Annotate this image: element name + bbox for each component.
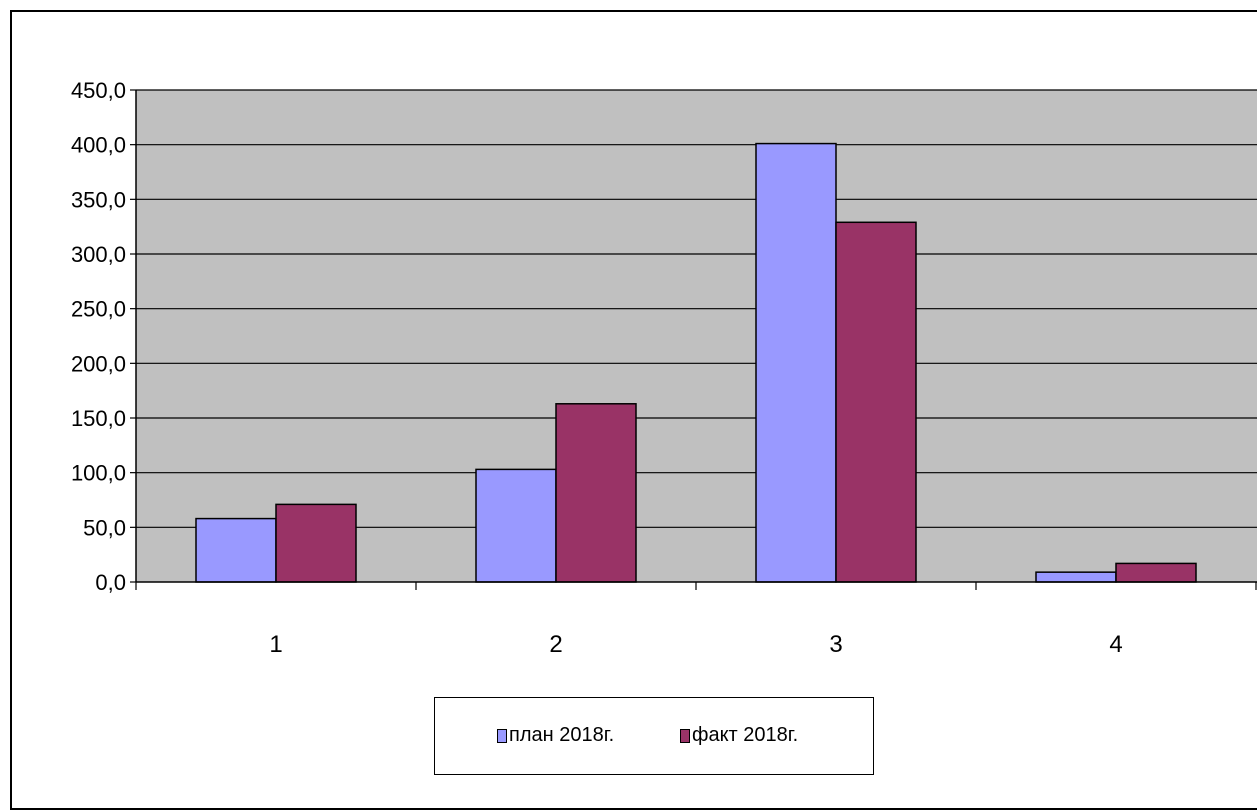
x-axis-ticks: 1 2 3 4: [135, 582, 1257, 658]
legend: план 2018г. факт 2018г.: [434, 697, 874, 775]
bar-plan-3: [755, 142, 837, 583]
y-tick-label: 200,0: [71, 351, 126, 376]
bar-fact-4: [1115, 562, 1197, 583]
y-tick-label: 0,0: [95, 570, 126, 595]
bar-plan-2: [475, 468, 557, 583]
y-tick-label: 50,0: [83, 515, 126, 540]
bars: [195, 142, 1197, 583]
legend-label-plan: план 2018г.: [509, 724, 615, 746]
bar-fact-1: [275, 503, 357, 583]
gridlines: [136, 89, 1257, 528]
x-tick-label: 4: [1109, 631, 1122, 658]
y-tick-label: 450,0: [71, 78, 126, 103]
x-tick-label: 1: [269, 631, 282, 658]
bar-plan-1: [195, 517, 277, 583]
y-tick-label: 250,0: [71, 297, 126, 322]
y-tick-label: 400,0: [71, 133, 126, 158]
bar-chart: 0,0 50,0 100,0 150,0 200,0 250,0 300,0 350,0 400…: [71, 78, 1257, 658]
bar-fact-2: [555, 403, 637, 583]
legend-item-plan: план 2018г.: [497, 724, 614, 747]
y-tick-label: 100,0: [71, 461, 126, 486]
plot-area: [136, 90, 1257, 582]
y-axis-ticks: 0,0 50,0 100,0 150,0 200,0 250,0 300,0 350,0 400…: [71, 78, 136, 595]
bar-plan-4: [1035, 571, 1117, 583]
y-tick-label: 350,0: [71, 187, 126, 212]
legend-swatch-fact: [680, 728, 690, 743]
legend-swatch-plan: [497, 728, 507, 743]
legend-label-fact: факт 2018г.: [692, 724, 799, 746]
y-tick-label: 300,0: [71, 242, 126, 267]
bar-fact-3: [835, 221, 917, 583]
legend-item-fact: факт 2018г.: [680, 724, 798, 747]
x-tick-label: 3: [829, 631, 842, 658]
y-tick-label: 150,0: [71, 406, 126, 431]
x-tick-label: 2: [549, 631, 562, 658]
